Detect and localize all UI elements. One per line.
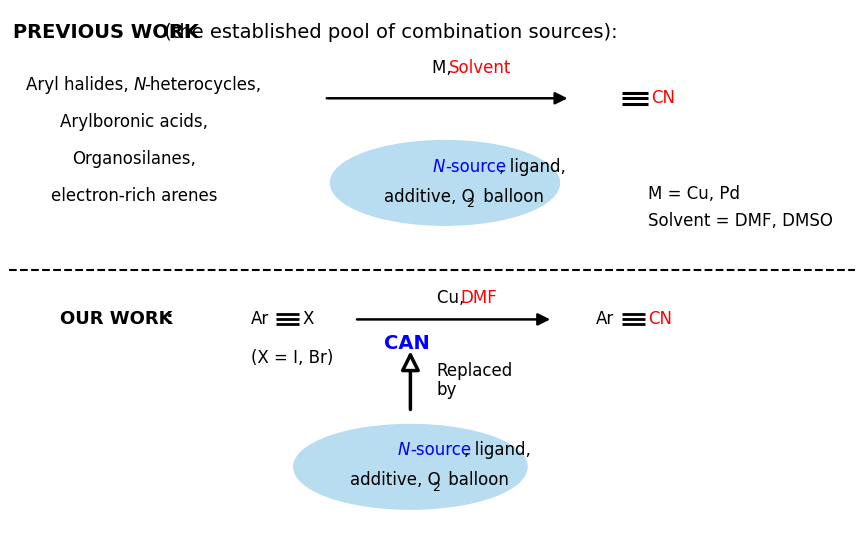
Text: Ar: Ar [251, 311, 269, 328]
Text: , ligand,: , ligand, [464, 442, 530, 459]
Text: -source: -source [410, 442, 472, 459]
Text: CAN: CAN [384, 335, 430, 353]
Text: Organosilanes,: Organosilanes, [72, 150, 196, 168]
Text: balloon: balloon [478, 188, 543, 205]
Text: Arylboronic acids,: Arylboronic acids, [60, 113, 208, 130]
Text: X: X [302, 311, 314, 328]
Text: additive, O: additive, O [350, 472, 441, 489]
Text: Solvent: Solvent [449, 60, 511, 77]
Text: , ligand,: , ligand, [499, 158, 565, 175]
Text: :: : [160, 311, 180, 328]
Text: N: N [398, 442, 410, 459]
Text: electron-rich arenes: electron-rich arenes [51, 187, 217, 205]
Text: N: N [433, 158, 445, 175]
Ellipse shape [294, 425, 527, 509]
Text: M = Cu, Pd: M = Cu, Pd [648, 185, 740, 203]
Text: by: by [436, 382, 457, 399]
Ellipse shape [330, 140, 560, 225]
Text: DMF: DMF [461, 289, 498, 306]
Text: M,: M, [433, 60, 457, 77]
Text: OUR WORK: OUR WORK [60, 311, 173, 328]
Text: Ar: Ar [596, 311, 614, 328]
Text: balloon: balloon [443, 472, 509, 489]
Text: -source: -source [445, 158, 506, 175]
Text: CN: CN [651, 90, 676, 107]
Text: N: N [134, 76, 146, 93]
Text: CN: CN [648, 311, 672, 328]
Text: 2: 2 [467, 197, 474, 210]
Text: additive, O: additive, O [384, 188, 475, 205]
Text: (X = I, Br): (X = I, Br) [251, 349, 333, 366]
Text: (the established pool of combination sources):: (the established pool of combination sou… [158, 23, 618, 42]
Text: Aryl halides,: Aryl halides, [26, 76, 134, 93]
Text: PREVIOUS WORK: PREVIOUS WORK [13, 23, 199, 42]
Text: -heterocycles,: -heterocycles, [144, 76, 262, 93]
Text: 2: 2 [432, 481, 440, 494]
Text: Replaced: Replaced [436, 363, 512, 380]
Text: Cu,: Cu, [437, 289, 470, 306]
Text: Solvent = DMF, DMSO: Solvent = DMF, DMSO [648, 212, 833, 230]
